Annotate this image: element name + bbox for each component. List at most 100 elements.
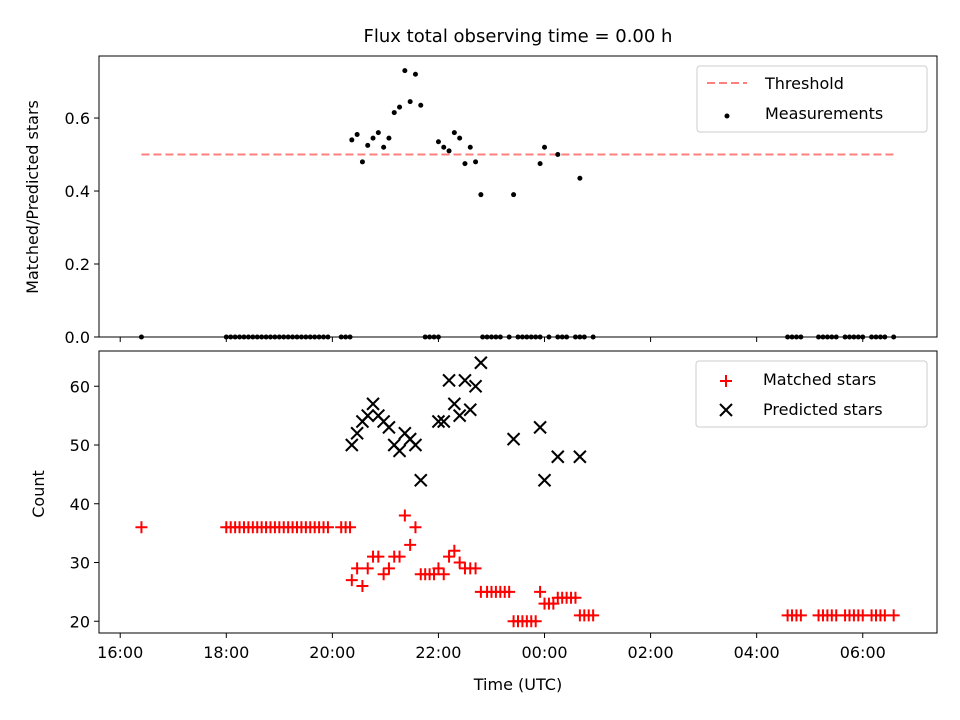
measurement-point	[303, 334, 309, 340]
top-legend-box	[696, 65, 928, 133]
measurement-point	[391, 110, 397, 116]
measurement-point	[829, 334, 835, 340]
matched-star-point	[372, 550, 385, 563]
legend-predicted-label: Predicted stars	[763, 400, 883, 419]
measurement-point	[480, 334, 486, 340]
matched-star-point	[135, 521, 148, 534]
x-tick-label: 00:00	[521, 643, 567, 662]
measurement-point	[228, 334, 234, 340]
matched-star-point	[534, 585, 547, 598]
measurement-point	[528, 334, 534, 340]
measurement-point	[564, 334, 570, 340]
measurement-point	[386, 135, 392, 141]
measurement-point	[860, 334, 866, 340]
predicted-star-point	[506, 432, 521, 446]
measurement-point	[375, 130, 381, 136]
measurement-points	[138, 68, 897, 340]
top-y-ticks: 0.0 0.2 0.4 0.6	[65, 109, 99, 347]
measurement-point	[325, 334, 331, 340]
matched-star-point	[409, 521, 422, 534]
measurement-point	[851, 334, 857, 340]
legend-measurements-label: Measurements	[765, 104, 883, 123]
measurement-point	[511, 192, 517, 198]
measurement-point	[515, 334, 521, 340]
predicted-star-point	[442, 373, 456, 388]
bottom-legend-box	[695, 360, 928, 428]
measurement-point	[577, 334, 583, 340]
measurement-point	[281, 334, 287, 340]
measurement-point	[555, 334, 561, 340]
measurement-point	[842, 334, 848, 340]
measurement-point	[484, 334, 490, 340]
bottom-plot-frame	[98, 350, 938, 634]
matched-star-point	[887, 609, 900, 622]
x-tick-label: 04:00	[734, 643, 780, 662]
predicted-star-point	[452, 408, 467, 423]
measurement-point	[877, 334, 883, 340]
measurement-point	[276, 334, 282, 340]
matched-star-point	[794, 609, 807, 622]
legend-predicted-swatch	[719, 403, 733, 417]
predicted-star-point	[533, 420, 547, 435]
matched-star-point	[351, 562, 364, 575]
matched-star-point	[393, 550, 406, 563]
measurement-point	[546, 334, 552, 340]
x-tick-label: 02:00	[628, 643, 674, 662]
legend-measurements-swatch	[724, 113, 730, 119]
matched-star-point	[503, 585, 516, 598]
bottom-y-tick-label: 40	[70, 495, 90, 514]
matched-star-point	[404, 538, 417, 551]
matched-star-point	[469, 562, 482, 575]
measurement-point	[873, 334, 879, 340]
matched-star-point	[432, 562, 445, 575]
measurement-point	[891, 334, 897, 340]
measurement-point	[537, 161, 543, 167]
measurement-point	[223, 334, 229, 340]
measurement-point	[381, 144, 387, 150]
measurement-point	[312, 334, 318, 340]
measurement-point	[441, 144, 447, 150]
matched-star-point	[321, 521, 334, 534]
x-tick-label: 22:00	[415, 643, 461, 662]
top-y-tick-label: 0.2	[65, 255, 90, 274]
measurement-point	[290, 334, 296, 340]
measurement-point	[577, 175, 583, 181]
measurement-point	[473, 159, 479, 165]
measurement-point	[407, 99, 413, 105]
measurement-point	[451, 130, 457, 136]
measurement-point	[446, 148, 452, 154]
measurement-point	[397, 104, 403, 110]
measurement-point	[572, 334, 578, 340]
measurement-point	[833, 334, 839, 340]
measurement-point	[321, 334, 327, 340]
predicted-star-point	[345, 438, 359, 452]
measurement-point	[338, 334, 344, 340]
predicted-star-point	[447, 397, 462, 411]
bottom-legend: Matched stars Predicted stars	[695, 360, 928, 428]
bottom-y-axis-label: Count	[29, 470, 48, 518]
measurement-point	[237, 334, 243, 340]
bottom-y-tick-label: 20	[70, 612, 90, 631]
predicted-star-point	[468, 379, 483, 393]
bottom-panel: 20 30 40 50 60 16:00 18:00 20:00 22:00 00:00 02:0…	[29, 350, 938, 694]
x-tick-label: 16:00	[97, 643, 143, 662]
matched-star-point	[356, 580, 369, 592]
matched-star-point	[345, 574, 358, 587]
measurement-point	[365, 142, 371, 148]
bottom-y-tick-label: 30	[70, 554, 90, 573]
measurement-point	[412, 71, 418, 77]
measurement-point	[435, 139, 441, 145]
measurement-point	[478, 192, 484, 198]
matched-star-point	[569, 591, 582, 604]
matched-star-point	[453, 556, 466, 569]
predicted-star-point	[350, 426, 364, 440]
measurement-point	[294, 334, 300, 340]
bottom-y-tick-label: 50	[70, 436, 90, 455]
measurement-point	[581, 334, 587, 340]
measurement-point	[519, 334, 525, 340]
measurement-point	[846, 334, 852, 340]
measurement-point	[816, 334, 822, 340]
measurement-point	[349, 137, 355, 143]
measurement-point	[267, 334, 273, 340]
top-y-tick-label: 0.4	[65, 182, 90, 201]
